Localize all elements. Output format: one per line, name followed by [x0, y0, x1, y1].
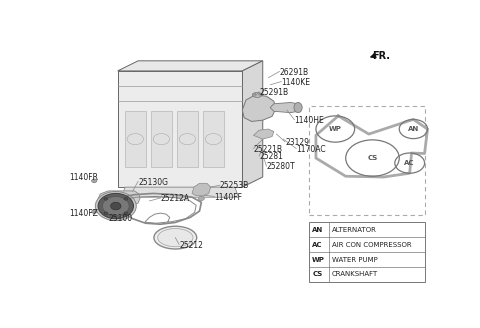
Text: WP: WP [312, 256, 325, 262]
Ellipse shape [154, 226, 197, 249]
FancyBboxPatch shape [203, 111, 224, 167]
Circle shape [92, 179, 97, 183]
Circle shape [124, 212, 128, 215]
Circle shape [124, 198, 128, 200]
Circle shape [104, 212, 108, 215]
Text: 25221B: 25221B [253, 145, 282, 154]
Ellipse shape [294, 102, 302, 113]
Polygon shape [121, 187, 239, 197]
Text: 1170AC: 1170AC [296, 145, 326, 154]
Circle shape [104, 198, 108, 200]
Text: WATER PUMP: WATER PUMP [332, 256, 377, 262]
Polygon shape [97, 191, 140, 206]
FancyBboxPatch shape [177, 111, 198, 167]
Polygon shape [192, 183, 211, 196]
Text: 1140FR: 1140FR [69, 173, 98, 181]
Polygon shape [270, 102, 300, 113]
Circle shape [259, 93, 262, 95]
Text: AC: AC [312, 242, 323, 248]
Text: 1140KE: 1140KE [281, 78, 311, 87]
Polygon shape [118, 71, 242, 187]
FancyBboxPatch shape [125, 111, 145, 167]
Text: 1140FZ: 1140FZ [69, 209, 98, 218]
Text: 25130G: 25130G [138, 177, 168, 187]
Text: CS: CS [367, 155, 378, 161]
FancyBboxPatch shape [151, 111, 172, 167]
Ellipse shape [96, 192, 136, 220]
Ellipse shape [157, 229, 193, 247]
Text: 1140FF: 1140FF [215, 193, 242, 202]
Text: 25291B: 25291B [259, 88, 288, 97]
Text: 23129: 23129 [285, 138, 309, 147]
Ellipse shape [252, 92, 262, 97]
Polygon shape [242, 95, 276, 121]
Circle shape [92, 210, 97, 214]
Text: AN: AN [312, 227, 324, 233]
FancyBboxPatch shape [309, 222, 424, 282]
Text: AC: AC [405, 160, 415, 166]
Text: 26291B: 26291B [279, 68, 309, 77]
Circle shape [252, 93, 256, 95]
Text: AIR CON COMPRESSOR: AIR CON COMPRESSOR [332, 242, 411, 248]
Text: 25212A: 25212A [160, 194, 190, 203]
Text: ALTERNATOR: ALTERNATOR [332, 227, 376, 233]
Text: 25212: 25212 [179, 241, 203, 250]
Polygon shape [242, 61, 263, 187]
Text: FR.: FR. [372, 51, 390, 61]
Polygon shape [253, 129, 274, 139]
Text: CRANKSHAFT: CRANKSHAFT [332, 271, 378, 277]
Text: 25281: 25281 [259, 152, 283, 161]
Text: 1140HE: 1140HE [294, 116, 324, 125]
Text: AN: AN [408, 126, 419, 132]
Polygon shape [118, 61, 263, 71]
Circle shape [198, 196, 204, 200]
Text: 25100: 25100 [108, 214, 132, 223]
Text: 25280T: 25280T [266, 162, 295, 172]
Ellipse shape [110, 202, 121, 210]
Text: WP: WP [329, 126, 342, 132]
Text: 25253B: 25253B [220, 181, 249, 190]
Ellipse shape [98, 194, 133, 219]
Ellipse shape [102, 196, 129, 215]
Text: CS: CS [312, 271, 323, 277]
